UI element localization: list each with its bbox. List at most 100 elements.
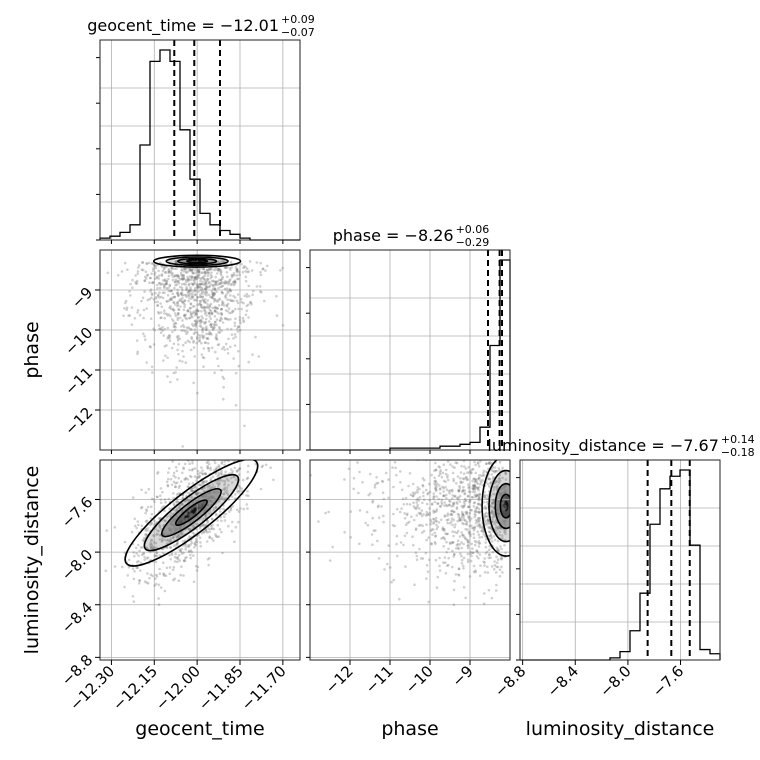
sample-point xyxy=(419,511,422,515)
sample-point xyxy=(428,511,431,515)
sample-point xyxy=(149,523,152,527)
sample-point xyxy=(182,308,186,312)
sample-point xyxy=(243,424,246,428)
sample-point xyxy=(458,486,462,490)
sample-point xyxy=(419,512,422,516)
sample-point xyxy=(475,506,479,510)
sample-point xyxy=(133,554,136,558)
sample-point xyxy=(182,329,185,332)
sample-point xyxy=(206,558,210,561)
sample-point xyxy=(183,299,187,303)
sample-point xyxy=(172,535,176,539)
sample-point xyxy=(474,435,477,438)
sample-point xyxy=(217,343,221,346)
sample-point xyxy=(210,486,214,490)
sample-point xyxy=(152,298,156,301)
sample-point xyxy=(162,573,166,576)
sample-point xyxy=(230,495,234,498)
sample-point xyxy=(238,467,241,471)
sample-point xyxy=(140,553,144,556)
sample-point xyxy=(215,290,218,294)
sample-point xyxy=(180,503,184,506)
sample-point xyxy=(208,536,211,540)
sample-point xyxy=(207,512,210,515)
sample-point xyxy=(500,527,503,531)
sample-point xyxy=(157,293,160,297)
sample-point xyxy=(469,552,472,555)
sample-point xyxy=(450,441,453,444)
sample-point xyxy=(160,305,164,309)
sample-point xyxy=(425,510,429,514)
sample-point xyxy=(488,525,492,529)
sample-point xyxy=(482,455,485,458)
sample-point xyxy=(222,345,225,349)
sample-point xyxy=(173,280,177,284)
sample-point xyxy=(181,323,185,327)
sample-point xyxy=(504,532,507,536)
sample-point xyxy=(168,334,171,337)
sample-point xyxy=(192,532,196,535)
sample-point xyxy=(483,513,487,516)
sample-point xyxy=(173,524,176,528)
sample-point xyxy=(212,292,216,295)
sample-point xyxy=(415,514,419,517)
sample-point xyxy=(498,533,502,537)
sample-point xyxy=(201,295,204,298)
sample-point xyxy=(220,307,223,311)
sample-point xyxy=(224,457,227,460)
sample-point xyxy=(496,503,499,507)
sample-point xyxy=(196,515,199,519)
sample-point xyxy=(246,507,249,510)
sample-point xyxy=(502,496,506,500)
sample-point xyxy=(478,542,482,545)
sample-point xyxy=(421,477,425,480)
sample-point xyxy=(458,477,462,480)
sample-point xyxy=(461,490,464,493)
sample-point xyxy=(500,556,504,559)
sample-point xyxy=(227,281,231,285)
sample-point xyxy=(181,445,184,448)
sample-point xyxy=(471,434,474,437)
sample-point xyxy=(130,323,134,326)
sample-point xyxy=(172,523,175,526)
sample-point xyxy=(497,509,500,512)
sample-point xyxy=(200,315,203,318)
sample-point xyxy=(425,502,429,506)
sample-point xyxy=(187,283,191,287)
sample-point xyxy=(205,325,208,329)
sample-point xyxy=(188,527,192,531)
sample-point xyxy=(226,347,229,351)
x-tick-label-luminosity_distance: −8.8 xyxy=(491,662,529,700)
sample-point xyxy=(214,282,218,285)
sample-point xyxy=(486,565,489,569)
sample-point xyxy=(205,523,208,526)
sample-point xyxy=(165,299,168,303)
sample-point xyxy=(181,471,184,475)
sample-point xyxy=(181,497,184,500)
sample-point xyxy=(190,297,193,300)
sample-point xyxy=(263,456,266,459)
sample-point xyxy=(223,479,227,483)
sample-point xyxy=(182,551,185,555)
sample-point xyxy=(451,549,454,553)
sample-point xyxy=(501,476,504,480)
sample-point xyxy=(237,277,240,281)
sample-point xyxy=(181,509,184,513)
sample-point xyxy=(153,519,156,523)
sample-point xyxy=(479,564,482,567)
sample-point xyxy=(492,506,495,510)
sample-point xyxy=(198,483,202,487)
sample-point xyxy=(461,506,465,509)
sample-point xyxy=(180,277,183,280)
sample-point xyxy=(159,494,162,498)
sample-point xyxy=(196,509,200,513)
sample-point xyxy=(434,437,437,440)
sample-point xyxy=(169,546,172,549)
sample-point xyxy=(188,290,191,293)
sample-point xyxy=(380,505,383,508)
sample-point xyxy=(189,278,193,282)
sample-point xyxy=(437,497,441,501)
sample-point xyxy=(460,464,463,468)
sample-point xyxy=(443,515,447,518)
sample-point xyxy=(473,539,477,543)
